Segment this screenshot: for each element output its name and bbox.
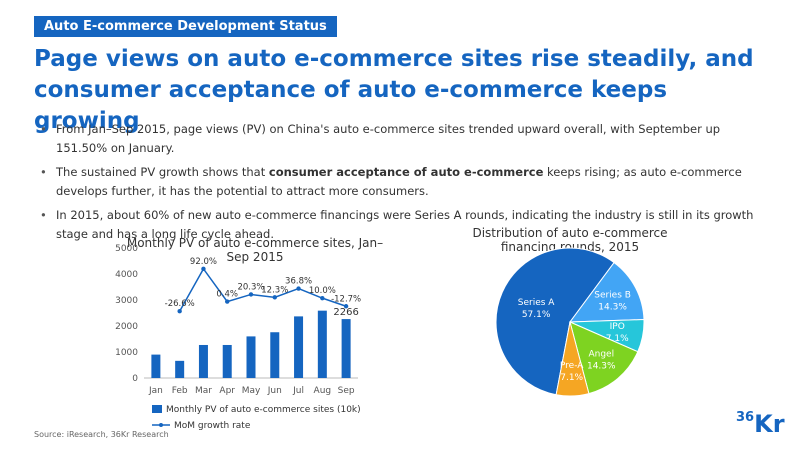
growth-data-label: -26.6% xyxy=(165,299,195,309)
pie-slice-label: Series A xyxy=(518,298,556,308)
bar xyxy=(222,344,232,378)
y-tick-label: 1000 xyxy=(115,348,138,358)
bullet-item-3: In 2015, about 60% of new auto e-commerc… xyxy=(34,206,764,244)
financing-pie-chart: Series A 57.1% Series B 14.3% IPO 7.1% Angel 14… xyxy=(495,247,645,397)
x-tick-label: Aug xyxy=(314,386,332,396)
x-tick-label: May xyxy=(242,386,261,396)
bullet-item-1: From Jan–Sep 2015, page views (PV) on Ch… xyxy=(34,120,764,158)
pie-slice-label: Series B xyxy=(594,291,631,301)
pie-slice-pct: 14.3% xyxy=(598,303,627,313)
bar xyxy=(175,360,185,378)
bar xyxy=(198,344,208,378)
y-tick-label: 5000 xyxy=(115,244,138,254)
x-tick-label: Jul xyxy=(292,386,304,396)
pie-slice-pct: 7.1% xyxy=(606,334,629,344)
bar xyxy=(317,310,327,378)
x-tick-label: Apr xyxy=(219,386,235,396)
bullet-list: From Jan–Sep 2015, page views (PV) on Ch… xyxy=(34,120,764,249)
bar xyxy=(270,332,280,378)
pie-slice-pct: 57.1% xyxy=(522,310,551,320)
growth-data-label: 20.3% xyxy=(237,282,264,292)
section-tag: Auto E-commerce Development Status xyxy=(34,16,337,37)
growth-point xyxy=(225,299,230,304)
pie-slice xyxy=(495,247,615,396)
bar xyxy=(246,336,256,378)
legend-line-label: MoM growth rate xyxy=(174,421,251,431)
growth-point xyxy=(343,304,349,309)
bar xyxy=(294,316,304,378)
pie-slice-pct: 14.3% xyxy=(587,362,616,372)
legend-bar-swatch xyxy=(152,405,162,413)
pie-slice-pct: 7.1% xyxy=(560,373,583,383)
logo-number: 36 xyxy=(736,410,755,425)
legend-line-marker xyxy=(159,423,163,427)
pie-chart-title: Distribution of auto e-commerce financin… xyxy=(472,226,668,254)
x-tick-label: Feb xyxy=(172,386,188,396)
pie-slice-label: Pre-A xyxy=(560,361,584,371)
logo-text: Kr xyxy=(754,410,785,438)
growth-point xyxy=(272,295,277,300)
growth-data-label: 36.8% xyxy=(285,277,312,287)
bullet-2-pre: The sustained PV growth shows that xyxy=(56,165,269,179)
growth-point xyxy=(248,292,254,297)
x-tick-label: Jun xyxy=(267,386,282,396)
bar xyxy=(341,319,351,378)
bullet-2-bold: consumer acceptance of auto e-commerce xyxy=(268,165,544,179)
y-tick-label: 4000 xyxy=(115,270,138,280)
growth-point xyxy=(177,309,182,314)
pie-slice xyxy=(568,261,645,323)
bar-data-label: 2266 xyxy=(333,307,358,318)
growth-data-label: -12.7% xyxy=(331,294,361,304)
bullet-2-post: keeps rising; as auto e-commerce develop… xyxy=(56,165,742,198)
y-tick-label: 0 xyxy=(132,374,138,384)
page-title: Page views on auto e-commerce sites rise… xyxy=(34,46,754,134)
data-source: Source: iResearch, 36Kr Research xyxy=(34,430,169,439)
y-tick-label: 2000 xyxy=(115,322,138,332)
x-tick-label: Sep xyxy=(338,386,355,396)
x-tick-label: Jan xyxy=(148,386,163,396)
pie-slice-label: IPO xyxy=(610,322,625,332)
bar xyxy=(151,354,161,378)
growth-data-label: 10.0% xyxy=(309,286,336,296)
legend-bar-label: Monthly PV of auto e-commerce sites (10k… xyxy=(166,405,361,415)
pie-slice-label: Angel xyxy=(588,350,614,360)
growth-data-label: 92.0% xyxy=(190,257,217,267)
growth-point xyxy=(201,266,206,272)
growth-point xyxy=(296,286,301,291)
growth-data-label: 12.3% xyxy=(261,285,288,295)
growth-line xyxy=(179,267,347,312)
bullet-item-2: The sustained PV growth shows that consu… xyxy=(34,163,764,201)
growth-data-label: 0.4% xyxy=(216,290,238,300)
bar-chart-title: Monthly PV of auto e-commerce sites, Jan… xyxy=(126,236,384,264)
pie-slice xyxy=(555,321,590,397)
x-tick-label: Mar xyxy=(195,386,212,396)
pv-bar-chart: 0 1000 2000 3000 4000 5000 Jan Feb Mar Apr May Jun J… xyxy=(115,244,361,431)
pie-slice xyxy=(569,321,639,395)
y-tick-label: 3000 xyxy=(115,296,138,306)
growth-point xyxy=(320,295,325,301)
brand-logo: 36Kr xyxy=(736,410,785,438)
